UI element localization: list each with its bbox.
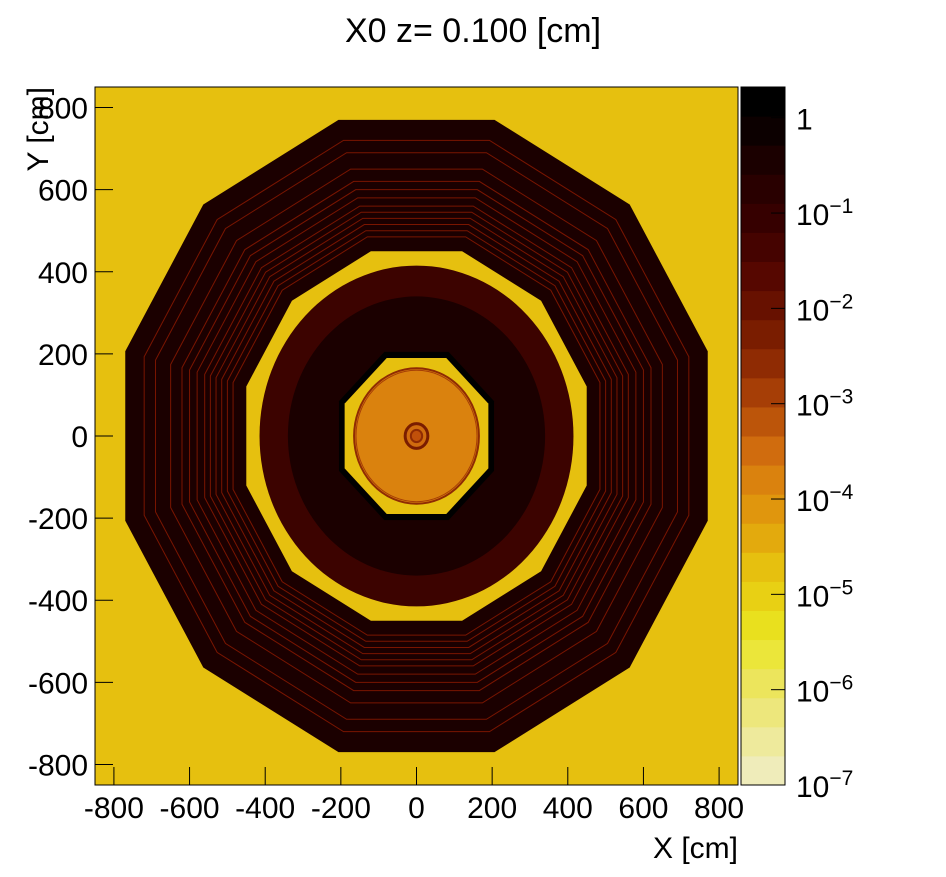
layer-boundary: [143, 139, 690, 733]
z-tick-label: 1: [796, 104, 813, 137]
z-tick-label: 10−6: [796, 672, 853, 709]
x-tick-label: 600: [618, 792, 668, 825]
layer-boundary: [209, 211, 624, 661]
layer-boundary: [215, 217, 618, 655]
palette-band: [741, 668, 785, 699]
z-tick-exponent: −7: [829, 767, 853, 790]
y-tick-label: 400: [38, 257, 88, 290]
layer-boundary: [204, 205, 629, 667]
palette-band: [741, 290, 785, 321]
palette-band: [741, 697, 785, 728]
x-tick-label: -600: [160, 792, 220, 825]
z-tick-exponent: −1: [829, 195, 853, 218]
palette-band: [741, 639, 785, 670]
palette-band: [741, 610, 785, 641]
x-tick-label: 200: [467, 792, 517, 825]
palette-band: [741, 552, 785, 582]
z-tick-base: 10: [796, 390, 829, 423]
beampipe: [409, 428, 424, 444]
palette-band: [741, 203, 785, 233]
z-tick-label: 10−4: [796, 481, 854, 518]
palette-band: [741, 726, 785, 757]
palette-band: [741, 261, 785, 292]
x-tick-label: -200: [311, 792, 371, 825]
z-tick-base: 10: [796, 485, 829, 518]
z-tick-label: 10−1: [796, 195, 853, 232]
z-tick-exponent: −3: [829, 386, 853, 409]
palette-band: [741, 145, 785, 175]
palette-band: [741, 174, 785, 204]
z-tick-exponent: −6: [829, 672, 853, 695]
palette-band: [741, 116, 785, 146]
x-tick-label: 400: [543, 792, 593, 825]
x-tick-label: -400: [235, 792, 295, 825]
x-axis-label: X [cm]: [653, 832, 738, 865]
z-tick-exponent: −4: [829, 481, 853, 504]
z-tick-base: 10: [796, 580, 829, 613]
z-tick-base: 10: [796, 294, 829, 327]
y-tick-label: 800: [38, 93, 88, 126]
plot-area: [94, 86, 739, 786]
x-tick-label: -800: [84, 792, 144, 825]
z-tick-label: 10−2: [796, 290, 853, 327]
layer-boundary: [155, 152, 678, 720]
layer-boundary: [226, 230, 607, 642]
z-tick-base: 10: [796, 676, 829, 709]
y-tick-label: 600: [38, 175, 88, 208]
layer-boundary: [181, 180, 652, 692]
palette-band: [741, 319, 785, 350]
palette-band: [741, 465, 785, 495]
layer-boundary: [196, 197, 637, 675]
y-axis-label: Y [cm]: [22, 87, 55, 171]
palette-band: [741, 755, 785, 786]
z-tick-exponent: −2: [829, 290, 853, 313]
layer-boundary: [170, 168, 663, 704]
y-tick-label: -200: [28, 503, 88, 536]
z-tick-label: 10−7: [796, 767, 853, 804]
palette-band: [741, 232, 785, 262]
palette-band: [741, 523, 785, 553]
y-tick-label: 0: [71, 421, 88, 454]
y-tick-label: 200: [38, 339, 88, 372]
layer-boundary: [221, 224, 612, 648]
y-tick-label: -400: [28, 585, 88, 618]
chart-title: X0 z= 0.100 [cm]: [345, 12, 601, 50]
palette-band: [741, 377, 785, 408]
z-tick-exponent: −5: [829, 576, 853, 599]
palette-band: [741, 87, 785, 117]
y-tick-label: -600: [28, 667, 88, 700]
layer-boundary: [232, 236, 601, 636]
palette-band: [741, 436, 785, 466]
tracker-layer: [355, 369, 478, 503]
palette-band: [741, 581, 785, 611]
z-tick-label: 10−3: [796, 386, 853, 423]
z-tick-base: 10: [796, 199, 829, 232]
x-tick-label: 0: [408, 792, 425, 825]
x-tick-label: 800: [694, 792, 744, 825]
layer-boundary: [189, 189, 644, 683]
colorbar-frame: [740, 86, 786, 786]
palette-band: [741, 348, 785, 379]
palette-band: [741, 406, 785, 437]
y-tick-label: -800: [28, 749, 88, 782]
z-tick-base: 10: [796, 771, 829, 804]
z-tick-label: 10−5: [796, 576, 853, 613]
